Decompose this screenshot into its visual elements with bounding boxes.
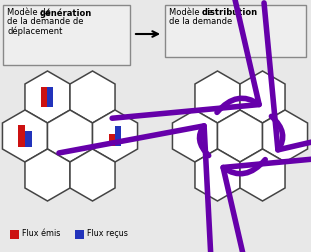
Bar bbox=[25, 131, 32, 147]
FancyBboxPatch shape bbox=[3, 5, 130, 65]
Bar bbox=[18, 125, 25, 147]
Text: distribution: distribution bbox=[201, 8, 257, 17]
Bar bbox=[75, 230, 84, 239]
Text: déplacement: déplacement bbox=[7, 26, 63, 36]
Polygon shape bbox=[217, 110, 262, 162]
Polygon shape bbox=[195, 71, 240, 123]
Polygon shape bbox=[92, 110, 137, 162]
Bar bbox=[115, 126, 121, 146]
Text: Flux émis: Flux émis bbox=[22, 230, 60, 238]
Text: Modèle de: Modèle de bbox=[169, 8, 216, 17]
Bar bbox=[48, 87, 53, 107]
Text: génération: génération bbox=[39, 8, 91, 17]
Bar bbox=[41, 87, 48, 107]
Text: de la demande de: de la demande de bbox=[7, 17, 83, 26]
Text: Flux reçus: Flux reçus bbox=[87, 230, 128, 238]
Bar bbox=[109, 134, 115, 146]
Polygon shape bbox=[70, 149, 115, 201]
Polygon shape bbox=[173, 110, 217, 162]
Polygon shape bbox=[262, 110, 308, 162]
Polygon shape bbox=[195, 149, 240, 201]
Polygon shape bbox=[25, 71, 70, 123]
Polygon shape bbox=[240, 149, 285, 201]
Text: Modèle de: Modèle de bbox=[7, 8, 53, 17]
Polygon shape bbox=[2, 110, 48, 162]
Bar bbox=[10, 230, 19, 239]
Text: de la demande: de la demande bbox=[169, 17, 232, 26]
Polygon shape bbox=[70, 71, 115, 123]
Polygon shape bbox=[240, 71, 285, 123]
Polygon shape bbox=[25, 149, 70, 201]
Polygon shape bbox=[48, 110, 92, 162]
FancyBboxPatch shape bbox=[165, 5, 306, 57]
